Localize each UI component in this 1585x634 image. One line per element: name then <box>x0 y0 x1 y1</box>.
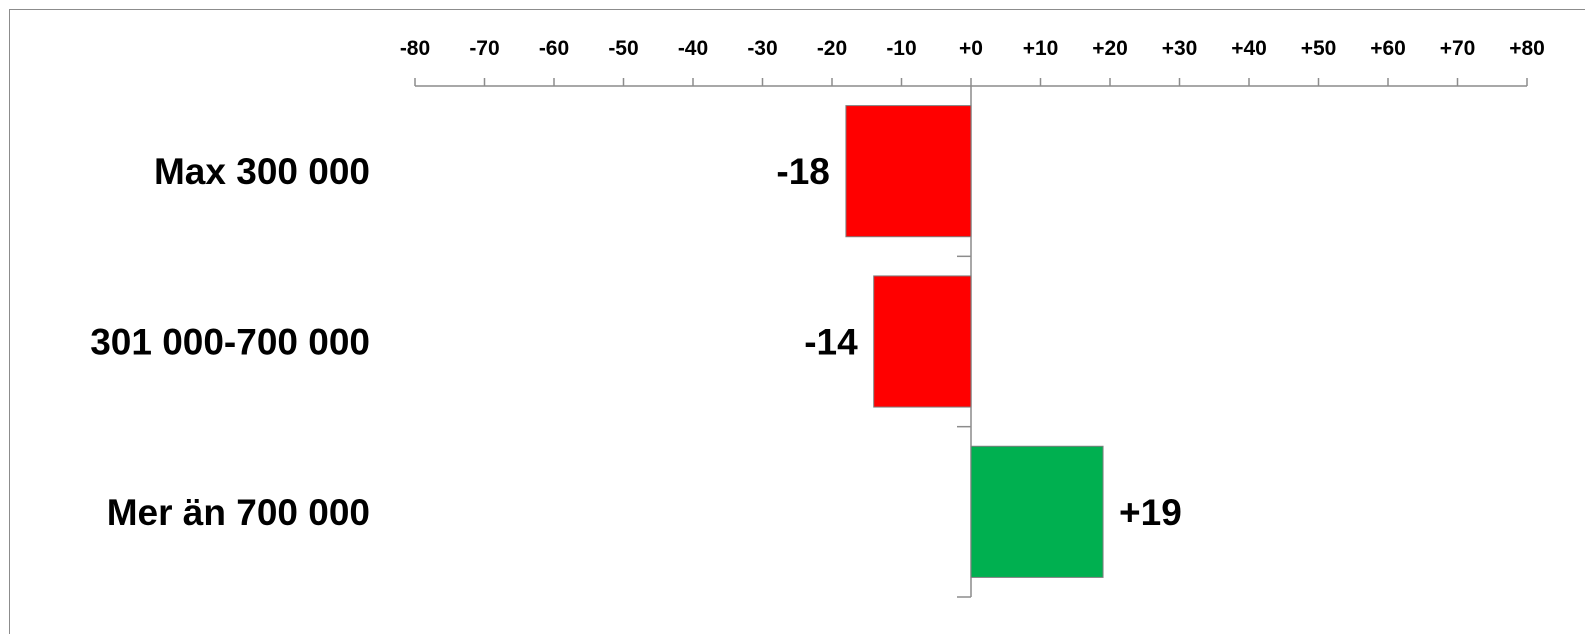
data-labels: -18 -14 +19 <box>776 151 1181 533</box>
x-tick-label: +80 <box>1509 37 1545 60</box>
x-tick-label: -30 <box>747 37 777 60</box>
x-tick-label: -70 <box>469 37 499 60</box>
x-tick-label: +50 <box>1301 37 1337 60</box>
data-label: -18 <box>776 151 829 192</box>
x-tick-label: +30 <box>1162 37 1198 60</box>
x-tick-label: -40 <box>678 37 708 60</box>
bar <box>845 105 972 238</box>
x-tick-label: +10 <box>1023 37 1059 60</box>
chart-frame <box>9 9 1585 634</box>
x-axis: -80 -70 -60 -50 -40 -30 -20 -10 +0 +10 +20 +30 +40 +5… <box>400 37 1545 87</box>
x-tick-label: -80 <box>400 37 430 60</box>
category-labels: Max 300 000 301 000-700 000 Mer än 700 000 <box>90 151 370 533</box>
x-tick-label: +20 <box>1092 37 1128 60</box>
category-label: 301 000-700 000 <box>90 322 370 363</box>
x-tick-label: +60 <box>1370 37 1406 60</box>
category-label: Max 300 000 <box>154 151 370 192</box>
x-tick-label: +40 <box>1231 37 1267 60</box>
x-tick-label: +70 <box>1440 37 1476 60</box>
x-tick-label: -60 <box>539 37 569 60</box>
bars <box>845 105 1104 578</box>
data-label: -14 <box>804 322 858 363</box>
x-tick-label: -20 <box>817 37 847 60</box>
bar <box>970 445 1104 578</box>
x-tick-label: -50 <box>608 37 638 60</box>
bar <box>873 275 972 408</box>
data-label: +19 <box>1119 492 1182 533</box>
category-label: Mer än 700 000 <box>107 492 370 533</box>
x-tick-label: -10 <box>886 37 916 60</box>
x-tick-label: +0 <box>959 37 983 60</box>
